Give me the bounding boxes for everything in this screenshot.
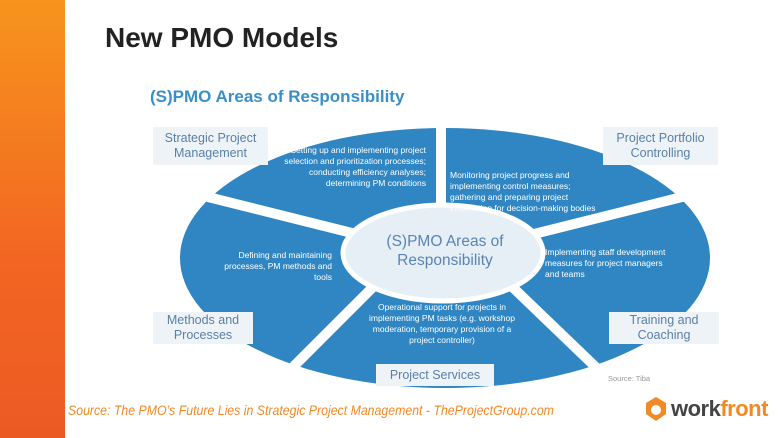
- diagram-heading: (S)PMO Areas of Responsibility: [150, 87, 405, 106]
- lion-icon: [646, 397, 666, 421]
- logo-text: workfront: [671, 396, 768, 421]
- label-methods: Methods and Processes: [153, 312, 253, 344]
- segment-text-training: Implementing staff development measures …: [545, 247, 666, 279]
- segment-text-services: Operational support for projects in impl…: [369, 302, 515, 345]
- divider-right: [508, 185, 712, 245]
- segment-text-methods: Defining and maintaining processes, PM m…: [224, 250, 332, 282]
- label-training: Training and Coaching: [609, 312, 719, 344]
- slide-title: New PMO Models: [105, 22, 339, 53]
- label-strategic: Strategic Project Management: [153, 127, 268, 165]
- footer-source: Source: The PMO’s Future Lies in Strateg…: [68, 402, 554, 418]
- workfront-logo: workfront: [645, 396, 768, 422]
- segment-text-portfolio: Monitoring project progress and implemen…: [450, 170, 596, 213]
- center-label: (S)PMO Areas of Responsibility: [386, 233, 504, 269]
- segment-text-strategic: Setting up and implementing project sele…: [284, 145, 426, 188]
- label-services: Project Services: [376, 364, 494, 386]
- divider-bottom-right: [501, 276, 634, 404]
- divider-left: [178, 185, 382, 245]
- center-ellipse: [340, 202, 546, 304]
- divider-bottom-left: [256, 276, 384, 404]
- label-portfolio: Project Portfolio Controlling: [603, 127, 718, 165]
- diagram-source: Source: Tiba: [608, 374, 651, 383]
- accent-bar: [0, 0, 65, 438]
